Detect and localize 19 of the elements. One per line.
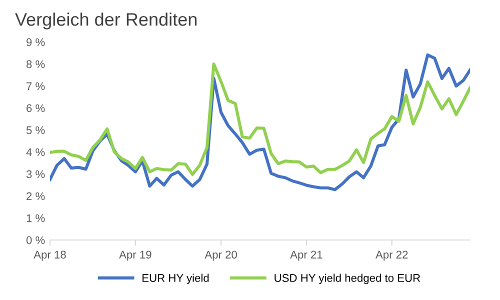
legend-label: USD HY yield hedged to EUR — [274, 274, 420, 284]
y-tick-label: 1 % — [26, 214, 45, 222]
y-tick-label: 3 % — [26, 170, 45, 178]
line-series — [50, 62, 470, 176]
x-tick-label: Apr 22 — [376, 250, 408, 261]
chart-title: Vergleich der Renditen — [15, 12, 197, 30]
y-tick-label: 0 % — [26, 236, 45, 244]
y-tick-label: 4 % — [26, 148, 45, 156]
y-tick-label: 5 % — [26, 126, 45, 134]
legend-label: EUR HY yield — [142, 274, 209, 284]
y-tick-label: 6 % — [26, 104, 45, 112]
y-tick-label: 2 % — [26, 192, 45, 200]
x-tick-label: Apr 20 — [204, 250, 237, 261]
y-tick-label: 9 % — [26, 38, 45, 46]
y-tick-label: 7 % — [26, 82, 45, 90]
x-tick-label: Apr 21 — [290, 250, 322, 261]
x-tick-label: Apr 18 — [34, 250, 66, 261]
x-tick-label: Apr 19 — [119, 250, 152, 261]
y-tick-label: 8 % — [26, 60, 45, 68]
